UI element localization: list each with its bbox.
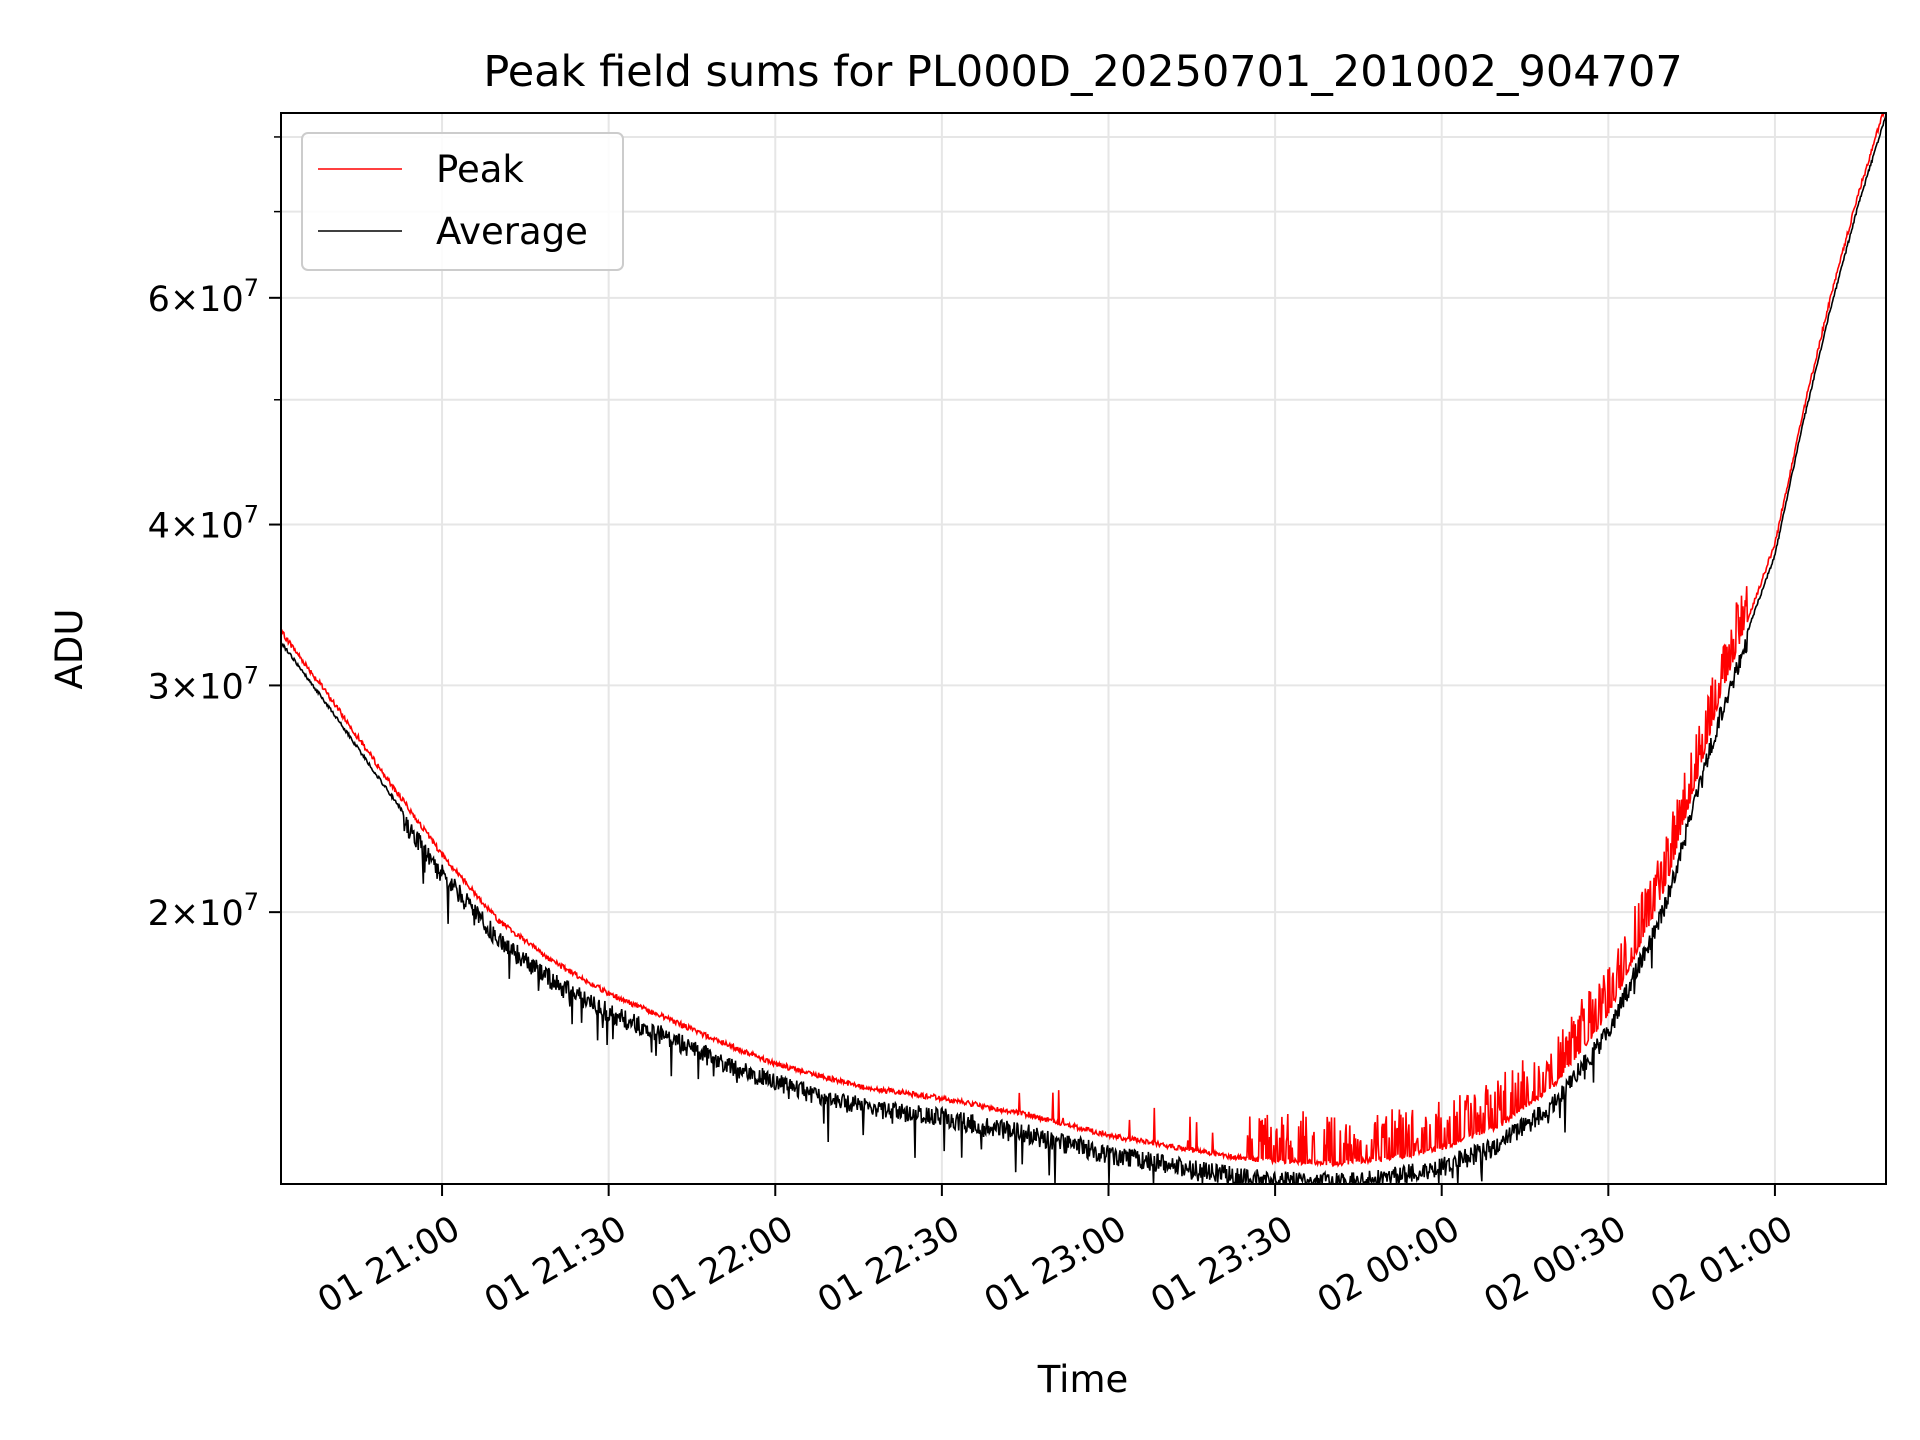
y-tick-label: 2×107 <box>148 888 259 934</box>
series-layer <box>281 113 1886 1184</box>
legend-label-peak: Peak <box>436 148 524 191</box>
y-axis-label: ADU <box>48 609 91 690</box>
y-axis: 2×107 3×107 4×107 6×107 <box>148 136 281 934</box>
legend-box <box>301 132 624 271</box>
x-axis-label: Time <box>1037 1358 1129 1401</box>
plot-frame <box>280 112 1887 1185</box>
y-tick-label: 3×107 <box>148 661 259 707</box>
y-tick-label: 4×107 <box>148 501 259 547</box>
chart-title: Peak field sums for PL000D_20250701_2010… <box>483 47 1682 97</box>
series-line-average <box>281 114 1886 1184</box>
legend-label-average: Average <box>436 210 588 253</box>
series-line-peak <box>281 113 1886 1168</box>
legend: Peak Average <box>301 132 624 271</box>
grid <box>281 113 1886 1184</box>
y-tick-label: 6×107 <box>148 274 259 320</box>
